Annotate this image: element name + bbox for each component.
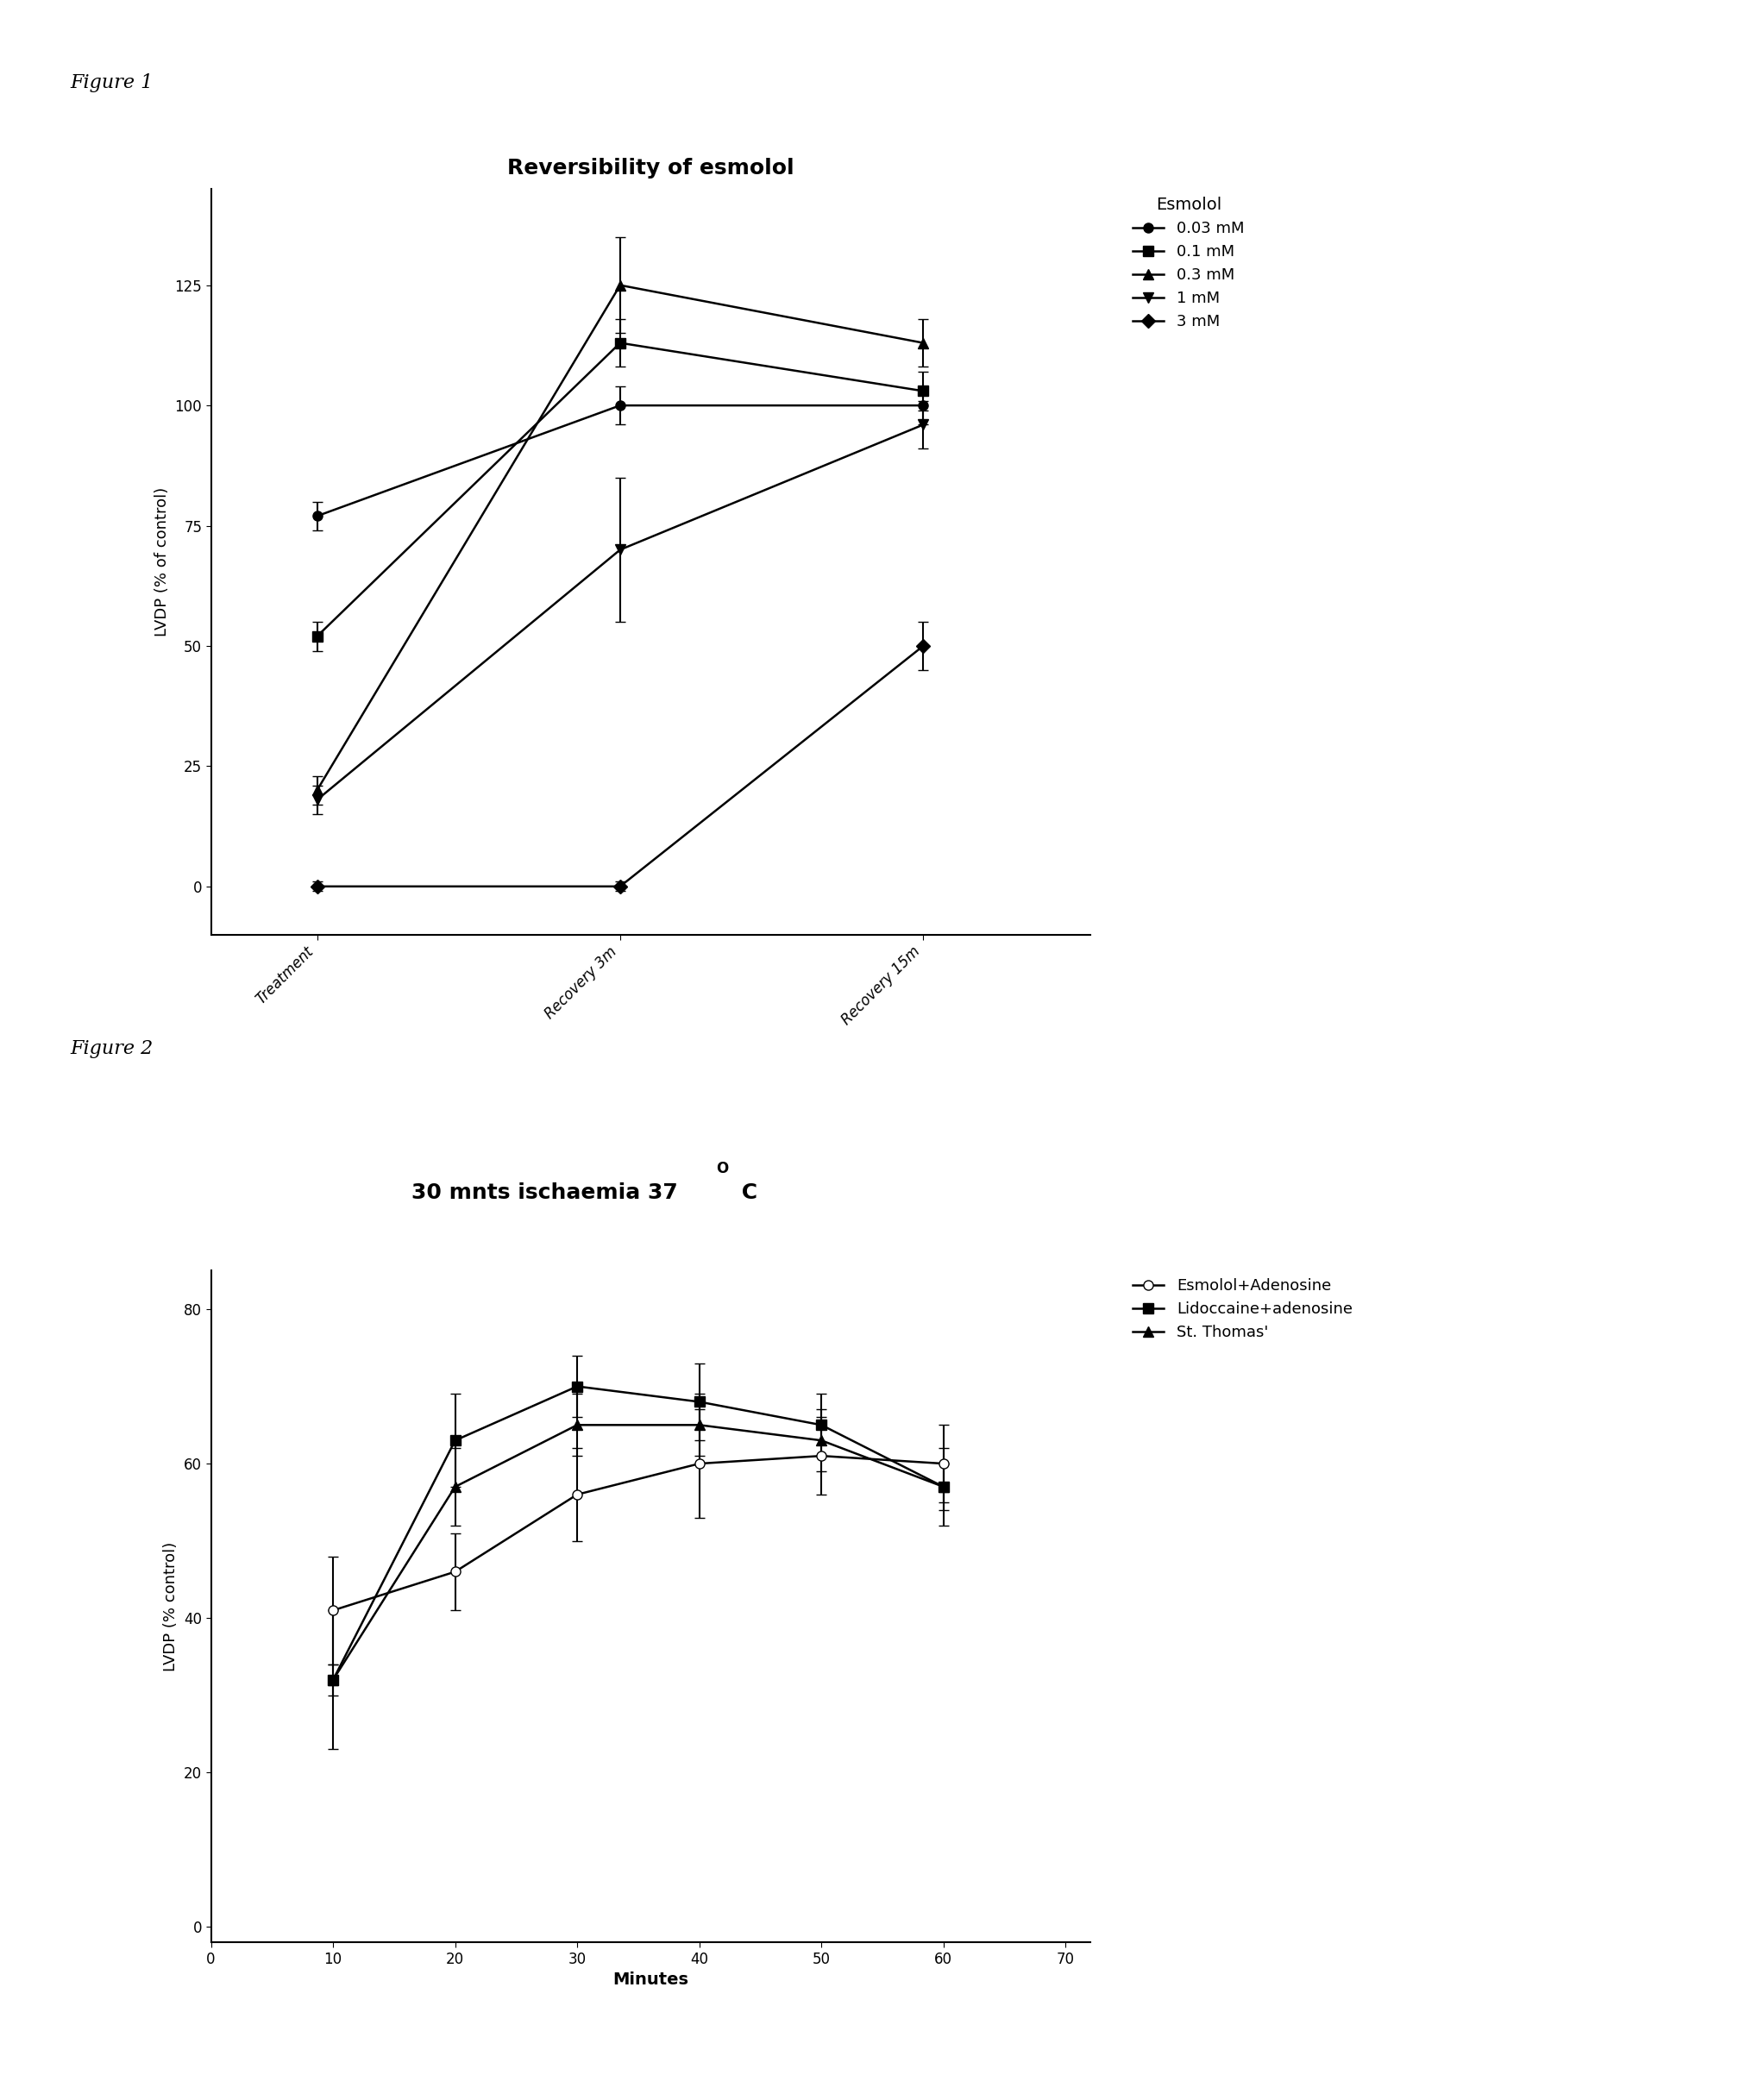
Text: 30 mnts ischaemia 37: 30 mnts ischaemia 37 bbox=[411, 1182, 679, 1203]
X-axis label: Minutes: Minutes bbox=[612, 1972, 689, 1989]
Y-axis label: LVDP (% of control): LVDP (% of control) bbox=[155, 487, 171, 636]
Legend: 0.03 mM, 0.1 mM, 0.3 mM, 1 mM, 3 mM: 0.03 mM, 0.1 mM, 0.3 mM, 1 mM, 3 mM bbox=[1132, 197, 1245, 330]
Title: Reversibility of esmolol: Reversibility of esmolol bbox=[506, 158, 795, 179]
Text: Figure 2: Figure 2 bbox=[70, 1040, 153, 1058]
Legend: Esmolol+Adenosine, Lidoccaine+adenosine, St. Thomas': Esmolol+Adenosine, Lidoccaine+adenosine,… bbox=[1132, 1279, 1352, 1340]
Y-axis label: LVDP (% control): LVDP (% control) bbox=[163, 1541, 179, 1672]
Text: Figure 1: Figure 1 bbox=[70, 74, 153, 92]
Text: O: O bbox=[716, 1161, 728, 1176]
Text: C: C bbox=[735, 1182, 758, 1203]
